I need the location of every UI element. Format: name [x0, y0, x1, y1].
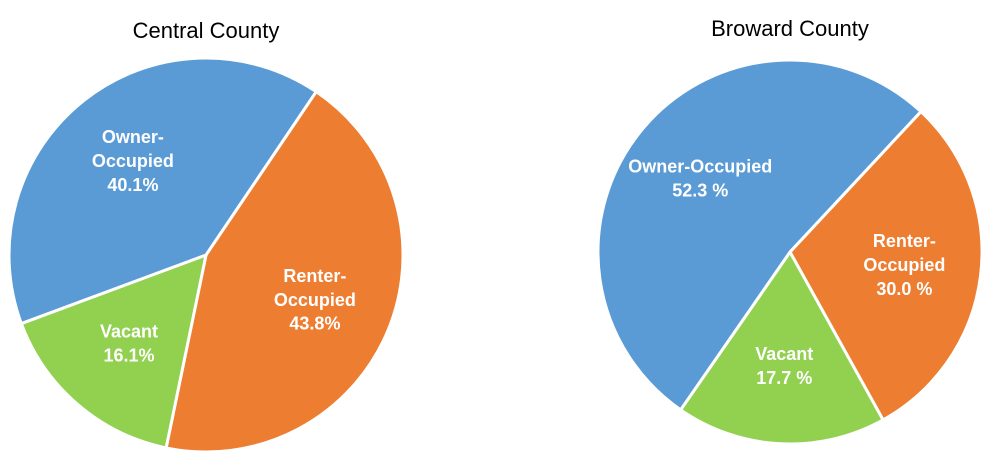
- value-label: 16.1%: [103, 345, 154, 365]
- pie-slice: [678, 249, 886, 446]
- label-line: Occupied: [274, 290, 356, 310]
- slice-label: Vacant: [755, 344, 813, 364]
- label-line: Owner-: [102, 127, 164, 147]
- label-line: Renter-: [873, 231, 936, 251]
- slice-label: Vacant: [100, 321, 158, 341]
- value-label: 52.3 %: [672, 180, 728, 200]
- pie-slice: [788, 109, 984, 422]
- label-line: Occupied: [863, 255, 945, 275]
- value-label: 30.0 %: [876, 279, 932, 299]
- slice-label: Owner- Occupied: [92, 127, 174, 171]
- value-label: 43.8%: [289, 314, 340, 334]
- chart-title: Central County: [133, 18, 280, 43]
- value-label: 40.1%: [107, 175, 158, 195]
- slice-label: Owner-Occupied: [628, 156, 772, 176]
- pie-slice: [19, 252, 209, 450]
- value-label: 17.7 %: [756, 368, 812, 388]
- slice-label: Renter- Occupied: [863, 231, 945, 275]
- slice-label: Renter- Occupied: [274, 266, 356, 310]
- label-line: Occupied: [92, 151, 174, 171]
- pie-slice: [7, 56, 319, 326]
- chart-title: Broward County: [711, 16, 869, 41]
- pie-slice: [596, 58, 924, 412]
- pie-slice: [164, 89, 405, 453]
- label-line: Renter-: [283, 266, 346, 286]
